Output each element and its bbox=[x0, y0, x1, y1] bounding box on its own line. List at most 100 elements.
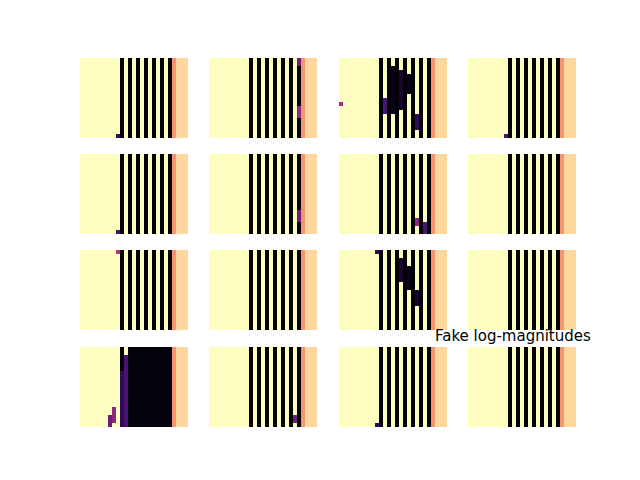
column-cell bbox=[144, 154, 148, 234]
column-cell bbox=[84, 58, 88, 138]
column-cell bbox=[265, 250, 269, 330]
column-cell bbox=[164, 250, 168, 330]
column-cell bbox=[375, 154, 379, 234]
column-cell bbox=[492, 154, 496, 234]
column-cell bbox=[399, 347, 403, 427]
panel bbox=[339, 58, 447, 138]
column-cell bbox=[472, 154, 476, 234]
column-cell bbox=[132, 250, 136, 330]
column-cell bbox=[548, 58, 552, 138]
title: Fake log-magnitudes bbox=[435, 327, 591, 345]
patch-cell bbox=[339, 102, 343, 106]
column-cell bbox=[387, 250, 391, 330]
column-cell bbox=[285, 347, 289, 427]
column-cell bbox=[257, 347, 261, 427]
column-cell bbox=[213, 58, 217, 138]
column-cell bbox=[411, 347, 415, 427]
column-cell bbox=[568, 347, 572, 427]
column-cell bbox=[427, 347, 431, 427]
column-cell bbox=[172, 58, 176, 138]
column-cell bbox=[261, 58, 265, 138]
column-cell bbox=[128, 154, 132, 234]
column-cell bbox=[164, 154, 168, 234]
column-cell bbox=[116, 347, 120, 427]
column-cell bbox=[237, 250, 241, 330]
column-cell bbox=[233, 154, 237, 234]
column-cell bbox=[391, 58, 395, 138]
column-cell bbox=[229, 154, 233, 234]
column-cell bbox=[524, 58, 528, 138]
panel bbox=[339, 347, 447, 427]
column-cell bbox=[379, 58, 383, 138]
column-cell bbox=[96, 58, 100, 138]
column-cell bbox=[552, 154, 556, 234]
column-cell bbox=[92, 250, 96, 330]
patch-cell bbox=[128, 347, 172, 427]
column-cell bbox=[480, 154, 484, 234]
column-cell bbox=[528, 250, 532, 330]
panel bbox=[468, 58, 576, 138]
column-cell bbox=[520, 58, 524, 138]
column-cell bbox=[403, 58, 407, 138]
column-cell bbox=[363, 154, 367, 234]
column-cell bbox=[423, 58, 427, 138]
column-cell bbox=[375, 347, 379, 427]
column-cell bbox=[265, 154, 269, 234]
column-cell bbox=[435, 250, 439, 330]
column-cell bbox=[480, 58, 484, 138]
column-cell bbox=[556, 154, 560, 234]
column-cell bbox=[168, 154, 172, 234]
column-cell bbox=[309, 58, 313, 138]
column-cell bbox=[96, 250, 100, 330]
column-cell bbox=[504, 154, 508, 234]
column-cell bbox=[339, 154, 343, 234]
column-cell bbox=[221, 250, 225, 330]
panel bbox=[468, 250, 576, 330]
column-cell bbox=[532, 58, 536, 138]
column-cell bbox=[359, 154, 363, 234]
column-cell bbox=[496, 154, 500, 234]
column-cell bbox=[508, 58, 512, 138]
column-cell bbox=[88, 250, 92, 330]
column-cell bbox=[399, 58, 403, 138]
column-cell bbox=[383, 250, 387, 330]
panel bbox=[209, 347, 317, 427]
column-cell bbox=[249, 347, 253, 427]
column-cell bbox=[528, 347, 532, 427]
column-cell bbox=[265, 58, 269, 138]
column-cell bbox=[544, 58, 548, 138]
column-cell bbox=[88, 58, 92, 138]
column-cell bbox=[435, 347, 439, 427]
column-cell bbox=[80, 347, 84, 427]
column-cell bbox=[387, 154, 391, 234]
column-cell bbox=[395, 250, 399, 330]
column-cell bbox=[84, 250, 88, 330]
column-cell bbox=[556, 58, 560, 138]
column-cell bbox=[156, 250, 160, 330]
column-cell bbox=[516, 347, 520, 427]
column-cell bbox=[379, 154, 383, 234]
column-cell bbox=[253, 154, 257, 234]
column-cell bbox=[371, 154, 375, 234]
column-cell bbox=[359, 250, 363, 330]
column-cell bbox=[572, 154, 576, 234]
column-cell bbox=[92, 347, 96, 427]
column-cell bbox=[104, 250, 108, 330]
column-cell bbox=[261, 250, 265, 330]
patch-cell bbox=[116, 134, 120, 138]
patch-cell bbox=[415, 290, 419, 306]
column-cell bbox=[399, 250, 403, 330]
column-cell bbox=[293, 347, 297, 427]
column-cell bbox=[512, 58, 516, 138]
column-cell bbox=[383, 154, 387, 234]
column-cell bbox=[411, 154, 415, 234]
column-cell bbox=[156, 58, 160, 138]
column-cell bbox=[488, 154, 492, 234]
column-cell bbox=[269, 347, 273, 427]
column-cell bbox=[351, 347, 355, 427]
patch-cell bbox=[407, 74, 411, 94]
panel bbox=[209, 154, 317, 234]
column-cell bbox=[359, 347, 363, 427]
column-cell bbox=[152, 58, 156, 138]
column-cell bbox=[309, 154, 313, 234]
